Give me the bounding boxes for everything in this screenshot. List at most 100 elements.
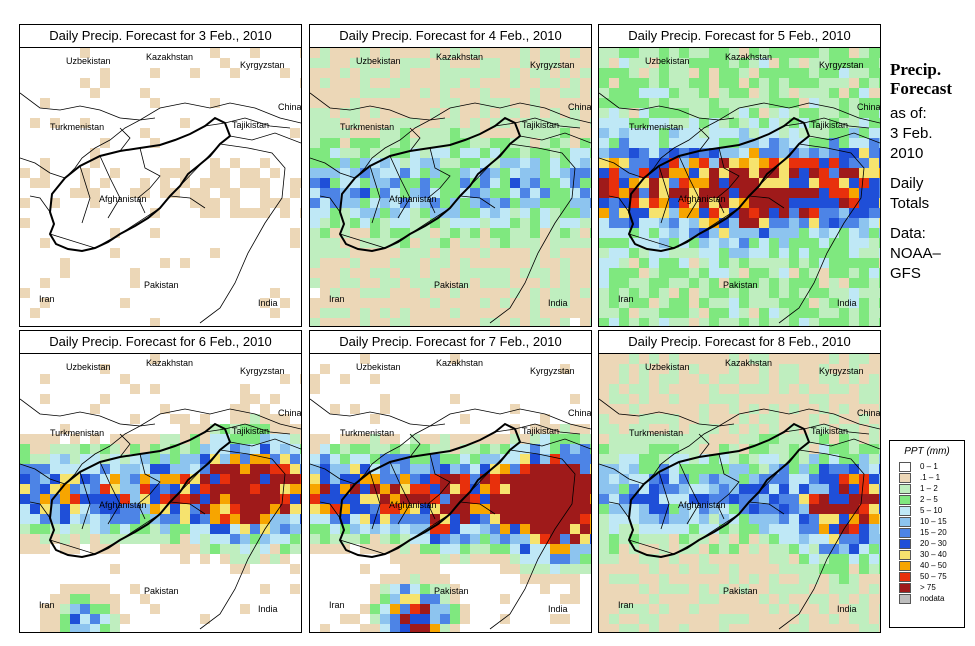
label-tajikistan: Tajikistan bbox=[522, 120, 559, 130]
country-labels: Kazakhstan Uzbekistan Kyrgyzstan Turkmenist… bbox=[618, 52, 880, 308]
legend-item: nodata bbox=[899, 593, 964, 604]
asof-date-line2: 2010 bbox=[890, 145, 924, 162]
label-uzbekistan: Uzbekistan bbox=[645, 56, 690, 66]
precip-map: Kazakhstan Uzbekistan Kyrgyzstan Turkmenist… bbox=[310, 354, 591, 632]
label-afghanistan: Afghanistan bbox=[678, 500, 726, 510]
label-turkmenistan: Turkmenistan bbox=[50, 428, 104, 438]
legend-item: > 75 bbox=[899, 582, 964, 593]
precip-map: Kazakhstan Uzbekistan Kyrgyzstan Turkmenist… bbox=[599, 48, 880, 326]
legend-swatch bbox=[899, 560, 911, 571]
asof-label: as of: bbox=[890, 105, 927, 122]
label-afghanistan: Afghanistan bbox=[99, 194, 147, 204]
label-pakistan: Pakistan bbox=[723, 586, 758, 596]
legend-swatch bbox=[899, 538, 911, 549]
legend-item: 2 – 5 bbox=[899, 494, 964, 505]
label-india: India bbox=[837, 298, 857, 308]
legend-swatch bbox=[899, 516, 911, 527]
source-line2: GFS bbox=[890, 265, 921, 282]
legend-swatch bbox=[899, 472, 911, 483]
legend-label: 50 – 75 bbox=[920, 572, 947, 581]
label-kyrgyzstan: Kyrgyzstan bbox=[819, 60, 864, 70]
label-kyrgyzstan: Kyrgyzstan bbox=[819, 366, 864, 376]
label-kazakhstan: Kazakhstan bbox=[725, 52, 772, 62]
label-afghanistan: Afghanistan bbox=[678, 194, 726, 204]
label-turkmenistan: Turkmenistan bbox=[629, 122, 683, 132]
legend-label: 15 – 20 bbox=[920, 528, 947, 537]
label-pakistan: Pakistan bbox=[144, 280, 179, 290]
label-india: India bbox=[258, 298, 278, 308]
legend-item: 30 – 40 bbox=[899, 549, 964, 560]
label-tajikistan: Tajikistan bbox=[811, 120, 848, 130]
country-labels: Kazakhstan Uzbekistan Kyrgyzstan Turkmenist… bbox=[618, 358, 880, 614]
legend-label: .1 – 1 bbox=[920, 473, 941, 482]
side-info: Precip. Forecast as of: 3 Feb. 2010 Dail… bbox=[890, 60, 975, 284]
panel-title: Daily Precip. Forecast for 8 Feb., 2010 bbox=[599, 331, 880, 354]
boundaries bbox=[599, 398, 880, 630]
label-iran: Iran bbox=[618, 294, 634, 304]
precip-map: Kazakhstan Uzbekistan Kyrgyzstan Turkmenist… bbox=[599, 354, 880, 632]
label-uzbekistan: Uzbekistan bbox=[66, 362, 111, 372]
legend-label: 10 – 15 bbox=[920, 517, 947, 526]
legend-item: 15 – 20 bbox=[899, 527, 964, 538]
legend-swatch bbox=[899, 582, 911, 593]
afghanistan-border bbox=[48, 422, 232, 559]
precip-map: Kazakhstan Uzbekistan Kyrgyzstan Turkmenist… bbox=[310, 48, 591, 326]
forecast-panel-3: Daily Precip. Forecast for 5 Feb., 2010 … bbox=[598, 24, 881, 327]
label-tajikistan: Tajikistan bbox=[232, 120, 269, 130]
precip-map: Kazakhstan Uzbekistan Kyrgyzstan Turkmenist… bbox=[20, 354, 301, 632]
country-labels: Kazakhstan Uzbekistan Kyrgyzstan Turkmenist… bbox=[329, 52, 591, 308]
precip-map: Kazakhstan Uzbekistan Kyrgyzstan Turkmenist… bbox=[20, 48, 301, 326]
label-kyrgyzstan: Kyrgyzstan bbox=[530, 60, 575, 70]
legend-label: 2 – 5 bbox=[920, 495, 938, 504]
country-labels: Kazakhstan Uzbekistan Kyrgyzstan Turkmenist… bbox=[329, 358, 591, 614]
legend-swatch bbox=[899, 494, 911, 505]
totals-label: Totals bbox=[890, 195, 930, 212]
legend-item: 50 – 75 bbox=[899, 571, 964, 582]
label-kyrgyzstan: Kyrgyzstan bbox=[530, 366, 575, 376]
label-pakistan: Pakistan bbox=[723, 280, 758, 290]
afghanistan-border bbox=[338, 422, 522, 559]
label-china: China bbox=[278, 102, 301, 112]
legend-item: 0 – 1 bbox=[899, 461, 964, 472]
legend-swatch bbox=[899, 483, 911, 494]
label-turkmenistan: Turkmenistan bbox=[50, 122, 104, 132]
label-india: India bbox=[548, 604, 568, 614]
label-turkmenistan: Turkmenistan bbox=[629, 428, 683, 438]
legend-swatch bbox=[899, 549, 911, 560]
forecast-panel-6: Daily Precip. Forecast for 8 Feb., 2010 … bbox=[598, 330, 881, 633]
label-afghanistan: Afghanistan bbox=[99, 500, 147, 510]
forecast-panel-1: Daily Precip. Forecast for 3 Feb., 2010 … bbox=[19, 24, 302, 327]
forecast-panel-4: Daily Precip. Forecast for 6 Feb., 2010 … bbox=[19, 330, 302, 633]
legend-item: 5 – 10 bbox=[899, 505, 964, 516]
source-line1: NOAA– bbox=[890, 245, 941, 262]
label-india: India bbox=[548, 298, 568, 308]
forecast-panel-5: Daily Precip. Forecast for 7 Feb., 2010 … bbox=[309, 330, 592, 633]
label-pakistan: Pakistan bbox=[144, 586, 179, 596]
precip-cells bbox=[310, 354, 591, 632]
panel-title: Daily Precip. Forecast for 7 Feb., 2010 bbox=[310, 331, 591, 354]
boundaries bbox=[20, 92, 301, 324]
label-iran: Iran bbox=[39, 294, 55, 304]
legend-label: 1 – 2 bbox=[920, 484, 938, 493]
label-pakistan: Pakistan bbox=[434, 280, 469, 290]
label-china: China bbox=[278, 408, 301, 418]
legend-label: nodata bbox=[920, 594, 945, 603]
data-label: Data: bbox=[890, 225, 926, 242]
label-turkmenistan: Turkmenistan bbox=[340, 428, 394, 438]
panel-title: Daily Precip. Forecast for 4 Feb., 2010 bbox=[310, 25, 591, 48]
legend-item: 40 – 50 bbox=[899, 560, 964, 571]
precip-cells bbox=[599, 48, 880, 326]
label-kazakhstan: Kazakhstan bbox=[725, 358, 772, 368]
label-kazakhstan: Kazakhstan bbox=[146, 52, 193, 62]
daily-label: Daily bbox=[890, 175, 924, 192]
country-labels: Kazakhstan Uzbekistan Kyrgyzstan Turkmenist… bbox=[39, 358, 301, 614]
label-uzbekistan: Uzbekistan bbox=[356, 362, 401, 372]
boundaries bbox=[310, 92, 591, 324]
legend-item: 20 – 30 bbox=[899, 538, 964, 549]
side-title-line2: Forecast bbox=[890, 79, 952, 98]
label-iran: Iran bbox=[329, 600, 345, 610]
label-iran: Iran bbox=[39, 600, 55, 610]
panel-title: Daily Precip. Forecast for 5 Feb., 2010 bbox=[599, 25, 880, 48]
label-tajikistan: Tajikistan bbox=[232, 426, 269, 436]
panel-title: Daily Precip. Forecast for 6 Feb., 2010 bbox=[20, 331, 301, 354]
